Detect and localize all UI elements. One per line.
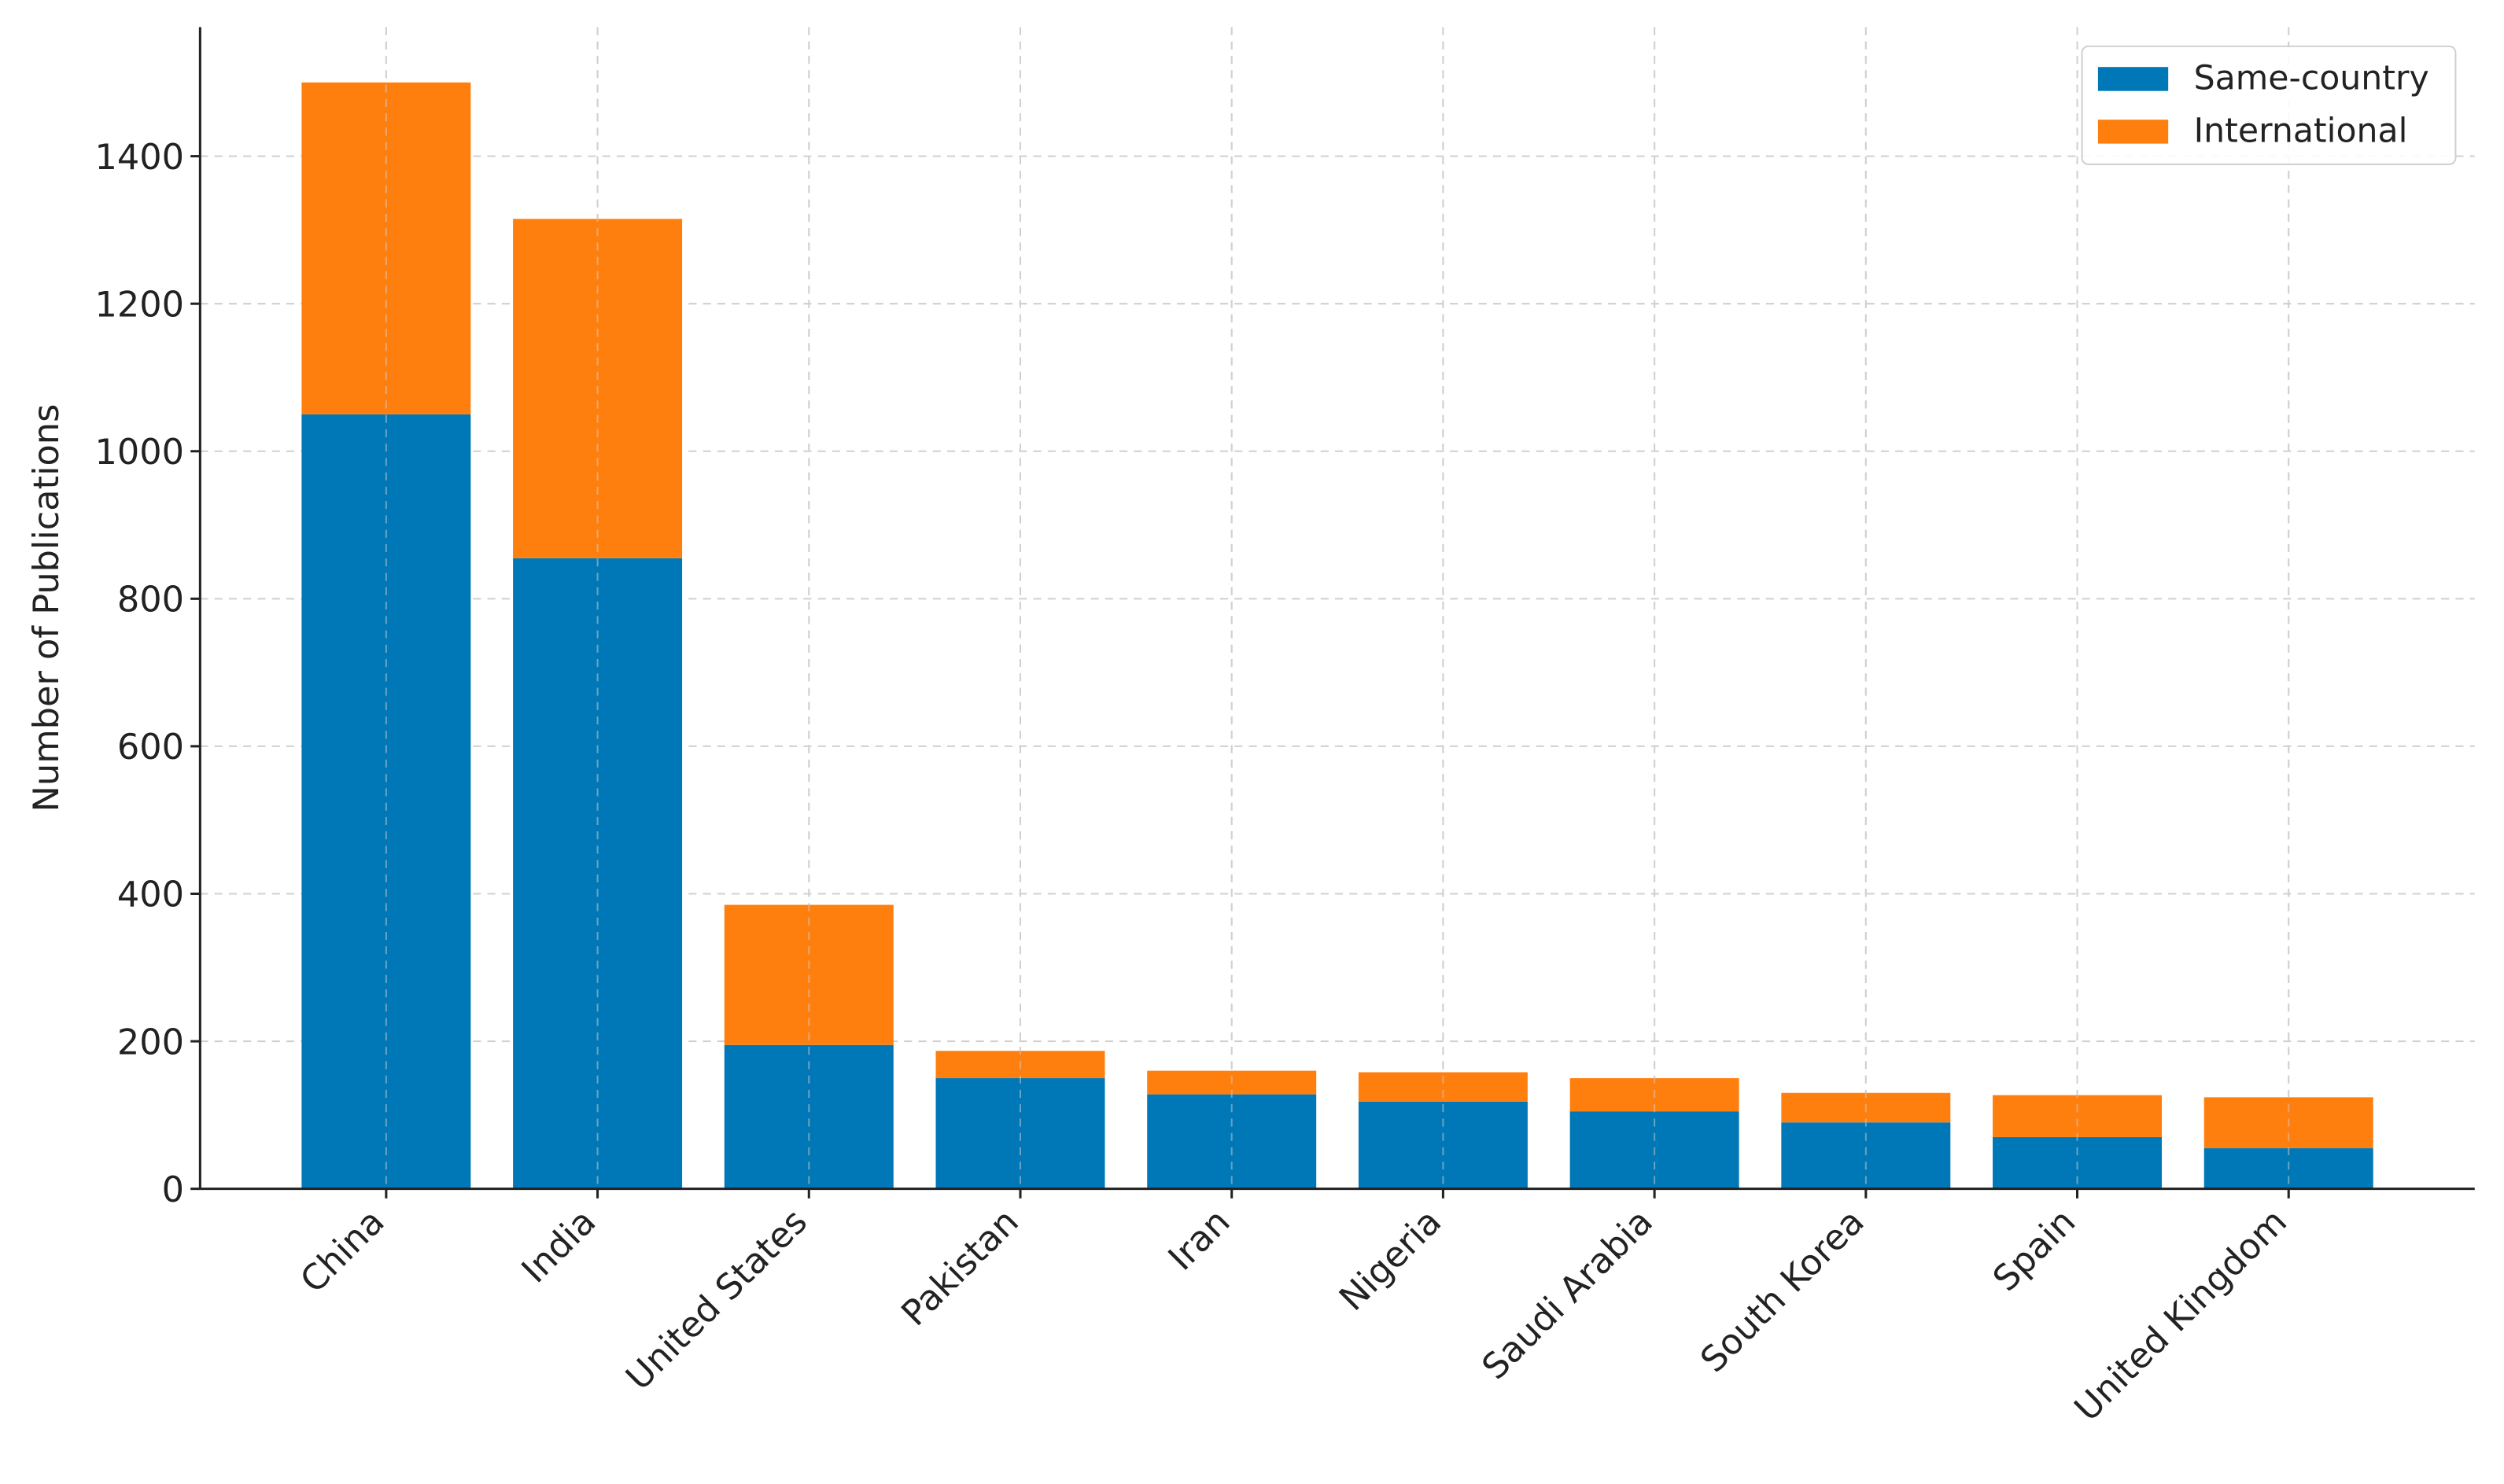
x-tick-label: Spain <box>1985 1201 2083 1299</box>
x-tick-label: United Kingdom <box>2067 1201 2295 1429</box>
x-tick-label: India <box>514 1201 603 1291</box>
x-tick-label: United States <box>618 1201 815 1397</box>
legend-swatch <box>2097 67 2169 91</box>
legend-box <box>2081 45 2457 166</box>
y-tick-label: 1200 <box>94 284 184 325</box>
y-tick-label: 600 <box>117 727 184 768</box>
x-tick-label: Iran <box>1160 1201 1237 1278</box>
bar-segment <box>1993 1095 2163 1137</box>
y-tick-label: 0 <box>162 1169 184 1210</box>
bar-segment <box>1358 1101 1528 1189</box>
y-tick-label: 400 <box>117 875 184 915</box>
x-tick-label: China <box>293 1201 393 1301</box>
x-tick-label: Saudi Arabia <box>1474 1201 1661 1387</box>
y-tick-label: 200 <box>117 1022 184 1062</box>
y-tick-label: 800 <box>117 580 184 620</box>
bar-segment <box>301 414 471 1189</box>
legend-label: International <box>2194 112 2408 151</box>
legend-label: Same-country <box>2194 59 2429 98</box>
x-tick-label: South Korea <box>1693 1201 1872 1380</box>
y-axis-label: Number of Publications <box>26 404 67 812</box>
x-tick-label: Pakistan <box>894 1201 1027 1334</box>
x-tick-label: Nigeria <box>1332 1201 1450 1319</box>
legend-swatch <box>2097 120 2169 144</box>
y-tick-label: 1400 <box>94 137 184 178</box>
y-tick-label: 1000 <box>94 432 184 473</box>
